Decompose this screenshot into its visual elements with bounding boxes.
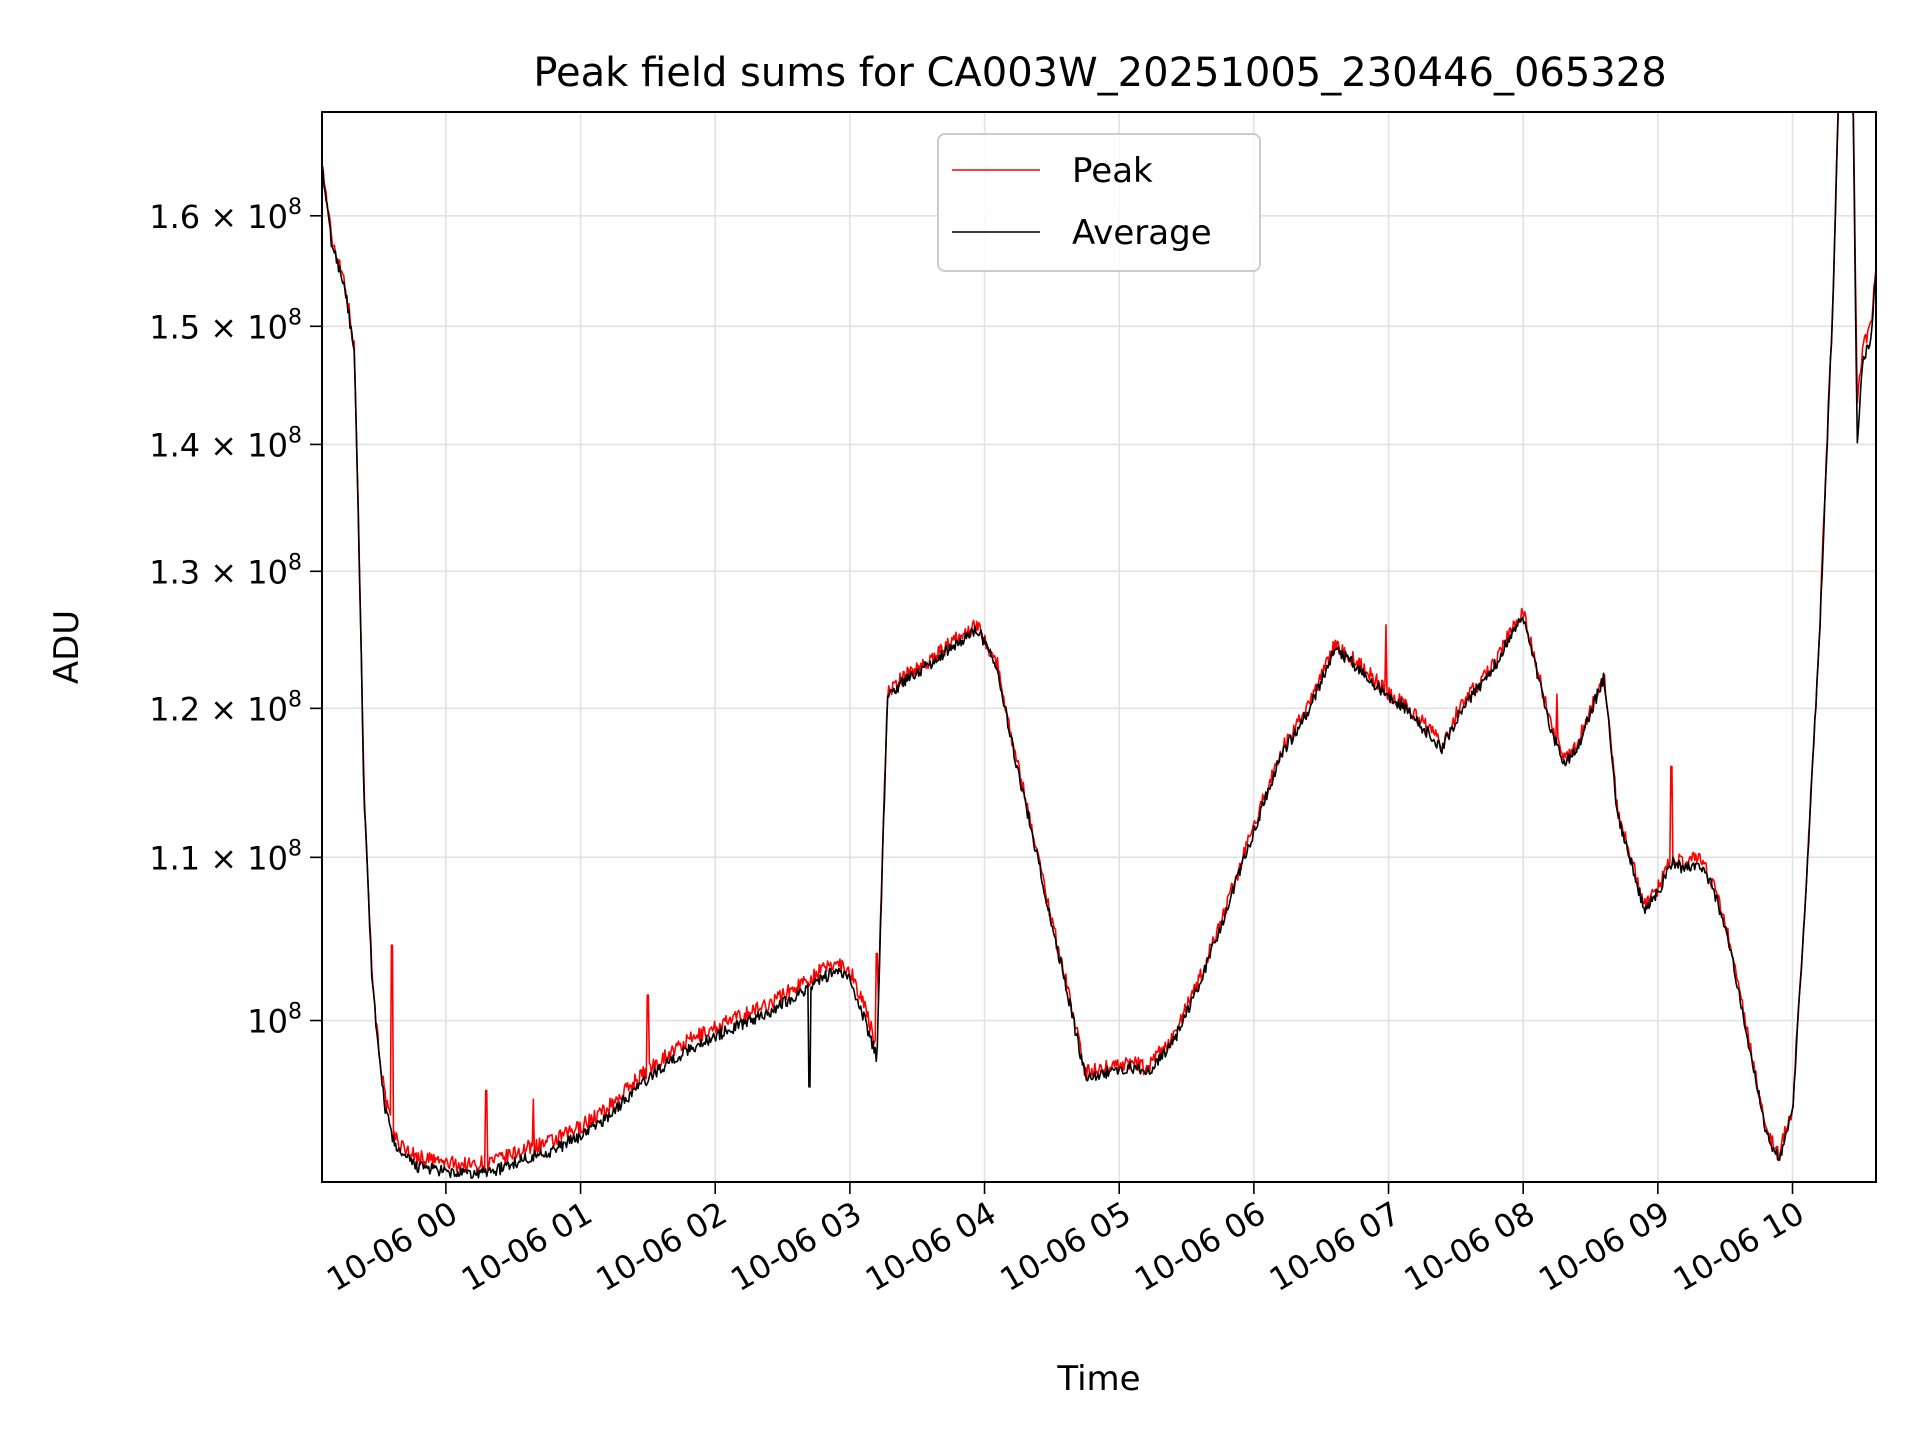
- y-tick-label: 1.2 × 108: [149, 687, 302, 728]
- series-line-average: [322, 112, 1876, 1179]
- y-tick-label: 1.4 × 108: [149, 423, 302, 464]
- legend-peak-label: Peak: [1072, 151, 1153, 191]
- y-tick-label: 1.6 × 108: [149, 195, 302, 236]
- y-tick-label-exponent: 8: [288, 195, 302, 220]
- y-tick-label: 1.5 × 108: [149, 305, 302, 346]
- y-tick-label-base: 10: [247, 1003, 288, 1041]
- y-tick-label-exponent: 8: [288, 305, 302, 330]
- legend-average-label: Average: [1072, 213, 1212, 253]
- y-tick-label-base: 1.6 × 10: [149, 198, 288, 236]
- y-tick-label: 1.1 × 108: [149, 836, 302, 877]
- series-layer: [322, 112, 1876, 1179]
- y-tick-label: 1.3 × 108: [149, 550, 302, 591]
- y-tick-label-exponent: 8: [288, 550, 302, 575]
- grid-layer: [322, 112, 1876, 1182]
- x-axis-label: Time: [1056, 1359, 1140, 1399]
- y-tick-label-exponent: 8: [288, 836, 302, 861]
- y-axis-label: ADU: [47, 610, 87, 684]
- legend: Peak Average: [937, 133, 1261, 272]
- y-tick-label-base: 1.5 × 10: [149, 308, 288, 346]
- plot-frame: [321, 111, 1877, 1183]
- series-line-peak: [322, 112, 1876, 1173]
- y-tick-label: 108: [247, 1000, 302, 1041]
- y-tick-label-base: 1.1 × 10: [149, 839, 288, 877]
- legend-box: [937, 133, 1261, 272]
- y-tick-label-exponent: 8: [288, 687, 302, 712]
- y-tick-label-exponent: 8: [288, 1000, 302, 1025]
- y-tick-label-base: 1.2 × 10: [149, 690, 288, 728]
- chart-title: Peak field sums for CA003W_20251005_2304…: [533, 50, 1666, 96]
- y-tick-label-base: 1.4 × 10: [149, 426, 288, 464]
- y-tick-label-exponent: 8: [288, 423, 302, 448]
- y-tick-label-base: 1.3 × 10: [149, 553, 288, 591]
